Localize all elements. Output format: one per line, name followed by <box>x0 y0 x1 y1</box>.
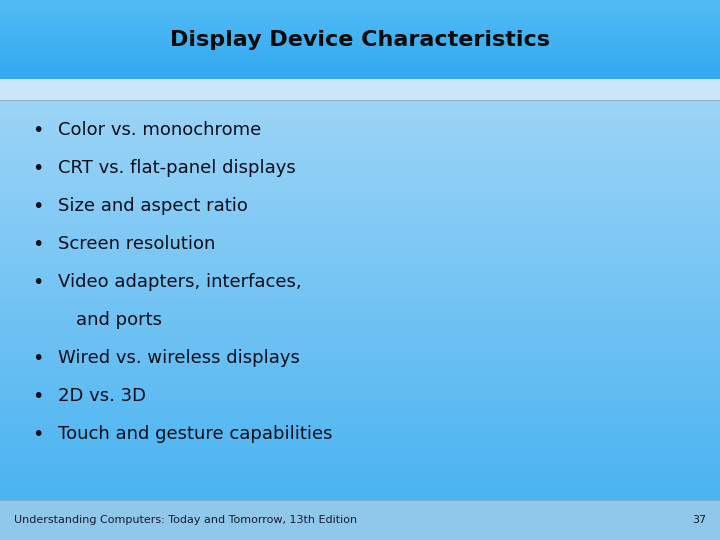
Text: Touch and gesture capabilities: Touch and gesture capabilities <box>58 425 333 443</box>
Text: Video adapters, interfaces,: Video adapters, interfaces, <box>58 273 302 291</box>
Text: CRT vs. flat-panel displays: CRT vs. flat-panel displays <box>58 159 296 177</box>
Text: •: • <box>32 159 44 178</box>
Text: Size and aspect ratio: Size and aspect ratio <box>58 197 248 215</box>
Text: and ports: and ports <box>76 311 162 329</box>
Text: •: • <box>32 424 44 443</box>
Text: Screen resolution: Screen resolution <box>58 235 215 253</box>
Text: •: • <box>32 387 44 406</box>
Text: •: • <box>32 273 44 292</box>
Text: •: • <box>32 120 44 139</box>
Text: •: • <box>32 234 44 253</box>
Text: 2D vs. 3D: 2D vs. 3D <box>58 387 146 405</box>
Text: Wired vs. wireless displays: Wired vs. wireless displays <box>58 349 300 367</box>
Text: 37: 37 <box>692 515 706 525</box>
Text: Display Device Characteristics: Display Device Characteristics <box>170 30 550 50</box>
Text: •: • <box>32 197 44 215</box>
Text: •: • <box>32 348 44 368</box>
Text: Color vs. monochrome: Color vs. monochrome <box>58 121 261 139</box>
Text: Understanding Computers: Today and Tomorrow, 13th Edition: Understanding Computers: Today and Tomor… <box>14 515 357 525</box>
